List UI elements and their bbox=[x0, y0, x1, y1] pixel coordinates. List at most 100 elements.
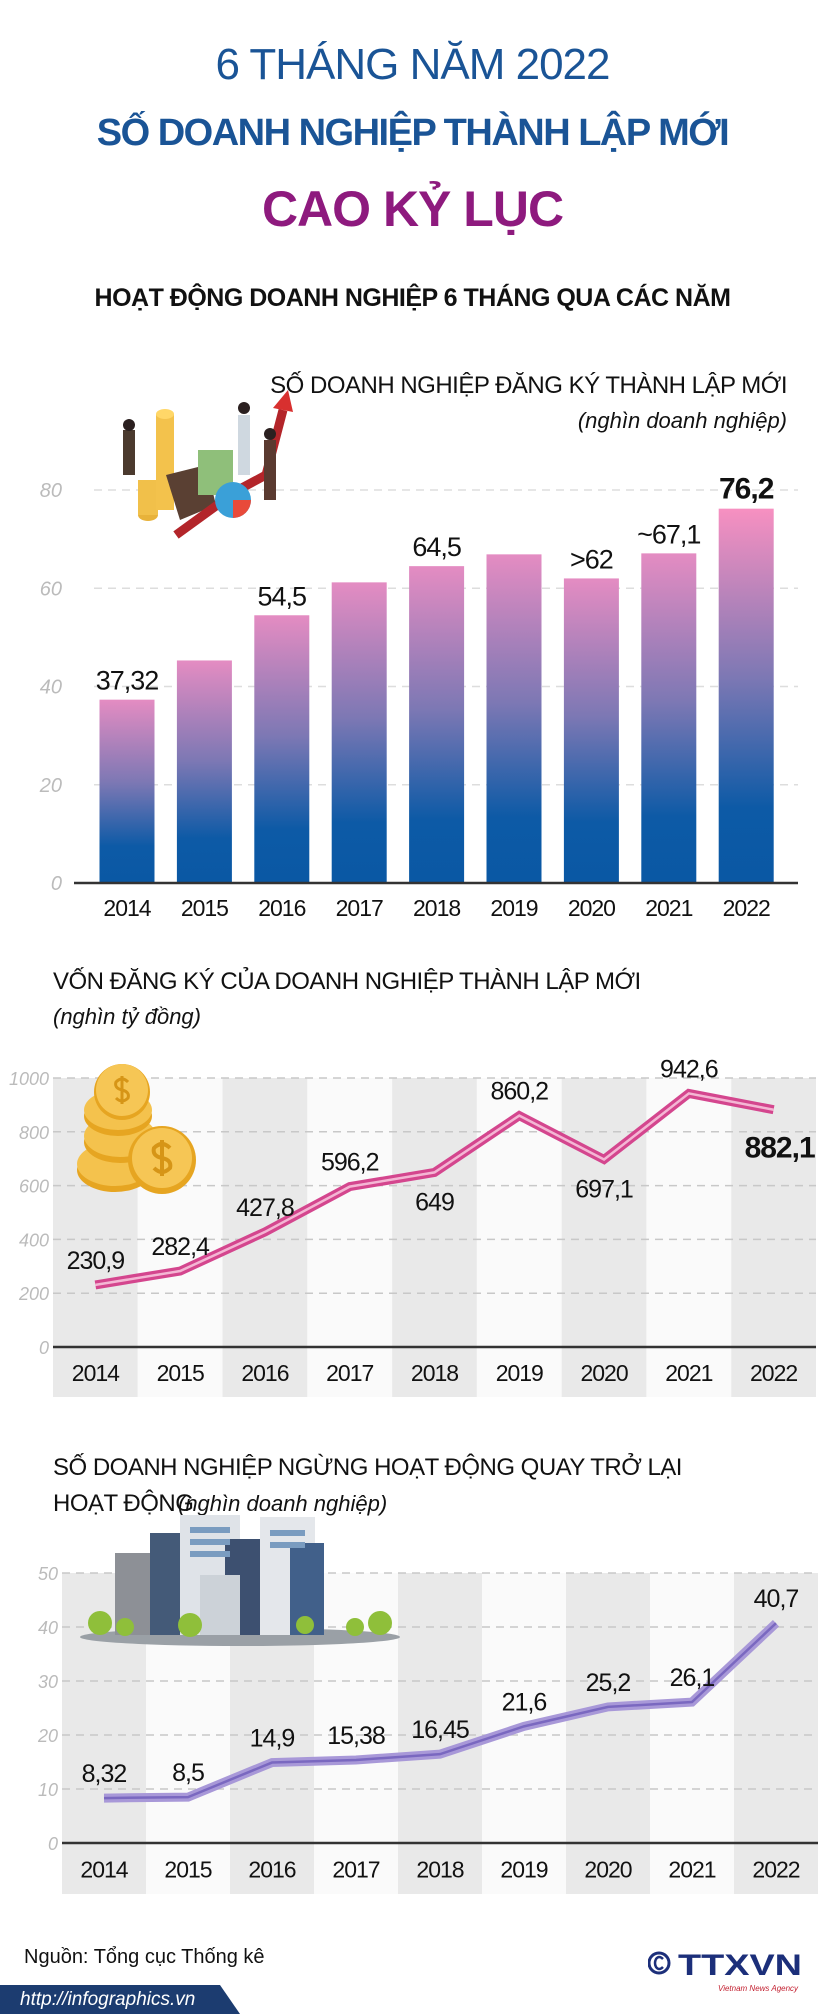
data-label: 14,9 bbox=[250, 1725, 295, 1753]
data-label: 697,1 bbox=[575, 1175, 633, 1203]
data-label: 76,2 bbox=[719, 473, 774, 506]
y-tick-label: 40 bbox=[40, 677, 62, 699]
data-label: >62 bbox=[570, 544, 613, 574]
column-band bbox=[731, 1078, 816, 1397]
column-band bbox=[646, 1078, 732, 1397]
x-tick-label: 2015 bbox=[157, 1360, 204, 1386]
x-tick-label: 2021 bbox=[645, 895, 692, 921]
data-label: 15,38 bbox=[327, 1722, 385, 1750]
bar-2019 bbox=[486, 554, 542, 883]
copyright-icon bbox=[647, 1951, 671, 1975]
data-label: 882,1 bbox=[745, 1132, 815, 1165]
data-label: 64,5 bbox=[412, 532, 461, 562]
x-tick-label: 2015 bbox=[164, 1857, 211, 1883]
x-tick-label: 2020 bbox=[568, 895, 615, 921]
x-tick-label: 2017 bbox=[336, 895, 383, 921]
column-band bbox=[566, 1573, 650, 1894]
x-tick-label: 2021 bbox=[668, 1857, 715, 1883]
chart1-title: SỐ DOANH NGHIỆP ĐĂNG KÝ THÀNH LẬP MỚI bbox=[270, 372, 787, 399]
x-tick-label: 2019 bbox=[490, 895, 537, 921]
x-tick-label: 2014 bbox=[80, 1857, 128, 1883]
chart1-unit: (nghìn doanh nghiệp) bbox=[577, 408, 787, 433]
y-tick-label: 20 bbox=[37, 1726, 58, 1746]
chart2-title: VỐN ĐĂNG KÝ CỦA DOANH NGHIỆP THÀNH LẬP M… bbox=[53, 968, 641, 995]
data-label: 860,2 bbox=[490, 1078, 548, 1106]
y-tick-label: 10 bbox=[38, 1780, 58, 1800]
x-tick-label: 2014 bbox=[103, 895, 151, 921]
data-label: 8,5 bbox=[172, 1759, 204, 1787]
column-band bbox=[307, 1078, 393, 1397]
data-label: 16,45 bbox=[411, 1716, 469, 1744]
business-growth-illustration bbox=[123, 390, 293, 539]
data-label: 596,2 bbox=[321, 1149, 379, 1177]
y-tick-label: 600 bbox=[19, 1177, 49, 1197]
data-label: 8,32 bbox=[82, 1760, 127, 1788]
y-tick-label: 60 bbox=[40, 578, 62, 600]
data-label: 427,8 bbox=[236, 1194, 294, 1222]
bar-2017 bbox=[331, 582, 387, 883]
logo-sub-text: Vietnam News Agency bbox=[718, 1984, 799, 1993]
x-tick-label: 2022 bbox=[752, 1857, 799, 1883]
data-label: 230,9 bbox=[67, 1247, 125, 1275]
y-tick-label: 800 bbox=[19, 1123, 49, 1143]
y-tick-label: 20 bbox=[39, 775, 62, 797]
bar-2018 bbox=[409, 566, 465, 883]
x-tick-label: 2018 bbox=[411, 1360, 458, 1386]
buildings-illustration bbox=[80, 1515, 400, 1646]
y-tick-label: 1000 bbox=[9, 1069, 49, 1089]
data-label: 26,1 bbox=[670, 1664, 715, 1692]
x-tick-label: 2014 bbox=[72, 1360, 120, 1386]
chart3-title: SỐ DOANH NGHIỆP NGỪNG HOẠT ĐỘNG QUAY TRỞ… bbox=[53, 1454, 682, 1481]
x-tick-label: 2018 bbox=[413, 895, 460, 921]
website-link[interactable]: http://infographics.vn bbox=[20, 1989, 196, 2010]
column-band bbox=[561, 1078, 647, 1397]
data-label: 21,6 bbox=[502, 1688, 547, 1716]
bar-2022 bbox=[718, 508, 774, 883]
x-tick-label: 2017 bbox=[332, 1857, 379, 1883]
chart3-unit: (nghìn doanh nghiệp) bbox=[178, 1491, 388, 1516]
x-tick-label: 2020 bbox=[580, 1360, 627, 1386]
data-label: 942,6 bbox=[660, 1055, 718, 1083]
chart2-unit: (nghìn tỷ đồng) bbox=[53, 1004, 201, 1029]
bar-2021 bbox=[641, 553, 697, 883]
y-tick-label: 200 bbox=[18, 1284, 49, 1304]
data-label: 54,5 bbox=[258, 581, 307, 611]
data-label: 25,2 bbox=[586, 1669, 631, 1697]
y-tick-label: 400 bbox=[19, 1230, 49, 1250]
x-tick-label: 2019 bbox=[496, 1360, 543, 1386]
coins-icon bbox=[77, 1064, 196, 1194]
x-tick-label: 2020 bbox=[584, 1857, 631, 1883]
column-band bbox=[734, 1573, 818, 1894]
bar-2020 bbox=[563, 578, 619, 883]
x-tick-label: 2016 bbox=[258, 895, 305, 921]
data-label: 40,7 bbox=[754, 1585, 799, 1613]
y-tick-label: 0 bbox=[48, 1834, 58, 1854]
x-tick-label: 2022 bbox=[750, 1360, 797, 1386]
data-label: 649 bbox=[415, 1188, 454, 1216]
y-tick-label: 0 bbox=[39, 1338, 49, 1358]
column-band bbox=[650, 1573, 734, 1894]
column-band bbox=[222, 1078, 308, 1397]
x-tick-label: 2017 bbox=[326, 1360, 373, 1386]
data-label: ~67,1 bbox=[637, 519, 700, 549]
column-band bbox=[392, 1078, 477, 1397]
column-band bbox=[476, 1078, 562, 1397]
x-tick-label: 2021 bbox=[665, 1360, 712, 1386]
data-label: 282,4 bbox=[151, 1233, 210, 1261]
ttxvn-logo-graphic: TTXVN Vietnam News Agency bbox=[647, 1949, 802, 1993]
bar-2015 bbox=[176, 660, 232, 883]
page-title: SỐ DOANH NGHIỆP THÀNH LẬP MỚI bbox=[96, 112, 730, 154]
x-tick-label: 2015 bbox=[181, 895, 228, 921]
data-label: 37,32 bbox=[96, 666, 159, 696]
logo-text: TTXVN bbox=[678, 1949, 802, 1982]
bar-2016 bbox=[254, 615, 310, 883]
y-tick-label: 0 bbox=[51, 873, 62, 895]
chart3-title-line2: HOẠT ĐỘNG bbox=[53, 1490, 194, 1517]
y-tick-label: 80 bbox=[40, 480, 62, 502]
x-tick-label: 2022 bbox=[723, 895, 770, 921]
y-tick-label: 50 bbox=[38, 1564, 58, 1584]
x-tick-label: 2016 bbox=[241, 1360, 288, 1386]
url-banner bbox=[0, 1985, 240, 2014]
x-tick-label: 2016 bbox=[248, 1857, 295, 1883]
